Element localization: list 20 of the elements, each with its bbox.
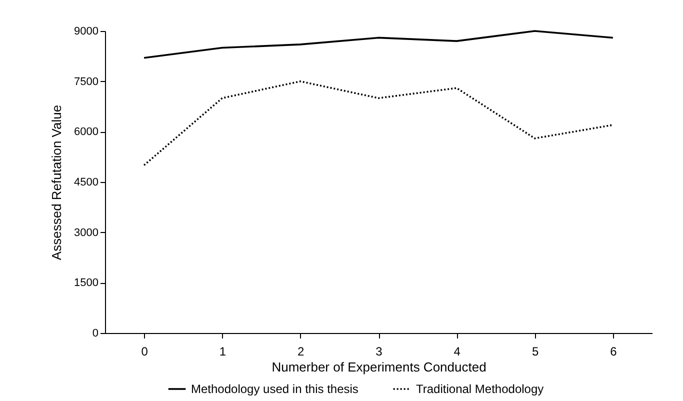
- y-tick-label: 6000: [74, 126, 98, 138]
- x-tick-label: 2: [298, 344, 305, 358]
- y-tick-label: 4500: [74, 176, 98, 188]
- y-tick-label: 0: [92, 328, 98, 340]
- y-tick-label: 9000: [74, 26, 98, 38]
- x-tick-label: 6: [610, 344, 618, 358]
- y-tick-label: 3000: [74, 226, 98, 239]
- y-tick-label: 7500: [74, 76, 98, 88]
- legend-label: Traditional Methodology: [416, 382, 544, 396]
- x-axis-title: Numerber of Experiments Conducted: [272, 360, 486, 374]
- x-tick-label: 0: [141, 344, 148, 358]
- x-tick-label: 5: [532, 344, 539, 358]
- legend-label: Methodology used in this thesis: [191, 382, 358, 396]
- x-tick-label: 3: [376, 344, 383, 358]
- line-series: [143, 80, 614, 166]
- x-tick-label: 4: [454, 344, 461, 358]
- y-axis-title: Assessed Refutation Value: [49, 104, 64, 260]
- y-tick-label: 1500: [74, 277, 98, 290]
- x-tick-label: 1: [219, 344, 226, 358]
- line-series: [143, 30, 614, 59]
